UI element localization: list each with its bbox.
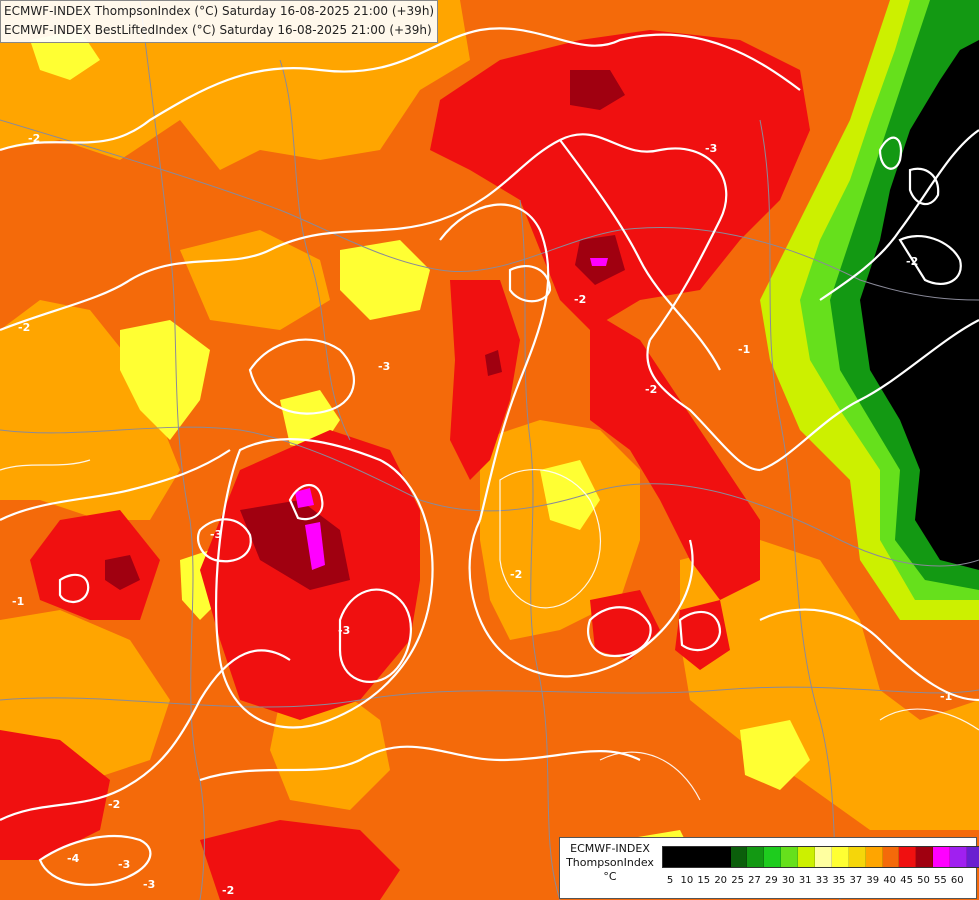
legend-labels: ECMWF-INDEX ThompsonIndex °C (560, 842, 660, 884)
legend-tick-label: 20 (714, 875, 728, 886)
contour-label: -2 (28, 132, 40, 145)
legend-tick-label: 30 (781, 875, 795, 886)
legend-tick-label: 5 (666, 875, 674, 886)
legend-tick-label: 31 (798, 875, 812, 886)
contour-label: -1 (940, 690, 952, 703)
legend-ticks: 5 10 15 20 25 27 29 30 31 33 35 37 39 40 45 50 55 60 (662, 875, 968, 889)
legend-model: ECMWF-INDEX (570, 842, 650, 855)
legend-tick-label: 40 (883, 875, 897, 886)
legend-unit: °C (603, 870, 617, 883)
map-title-bestlifted: ECMWF-INDEX BestLiftedIndex (°C) Saturda… (4, 23, 432, 37)
legend-tick-label: 29 (765, 875, 778, 886)
legend-swatch (950, 847, 968, 867)
east-black-zone (860, 40, 979, 570)
contour-label: -3 (143, 878, 155, 891)
contour-label: -2 (906, 255, 918, 268)
contour-lines (0, 27, 979, 886)
legend-swatch (781, 847, 799, 867)
legend-tick-label: 50 (917, 875, 930, 886)
legend-swatch (967, 847, 979, 867)
legend-swatch (798, 847, 816, 867)
contour-label: -2 (510, 568, 522, 581)
contour-label: -4 (67, 852, 80, 865)
legend-swatch (696, 847, 714, 867)
legend-tick-label: 55 (934, 875, 947, 886)
legend-tick-label: 37 (849, 875, 863, 886)
legend-tick-label: 33 (815, 875, 829, 886)
legend-swatch (679, 847, 697, 867)
contour-label: -3 (118, 858, 130, 871)
contour-label: -1 (738, 343, 750, 356)
contour-label: -2 (108, 798, 120, 811)
legend-tick-label: 15 (697, 875, 711, 886)
legend-swatch (747, 847, 765, 867)
contour-label: -3 (378, 360, 390, 373)
map-title-box: ECMWF-INDEX ThompsonIndex (°C) Saturday … (0, 0, 439, 43)
legend-swatch (882, 847, 900, 867)
legend-tick-label: 39 (866, 875, 880, 886)
contour-lines-thin (0, 459, 979, 801)
legend-swatch (865, 847, 883, 867)
legend-swatch (899, 847, 917, 867)
map-title-thompson: ECMWF-INDEX ThompsonIndex (°C) Saturday … (4, 4, 435, 18)
contour-label: -3 (705, 142, 717, 155)
contour-label: -3 (338, 624, 350, 637)
legend-swatch (730, 847, 748, 867)
color-legend: ECMWF-INDEX ThompsonIndex °C 5 10 15 20 25 27… (559, 837, 979, 899)
contour-label: -2 (222, 884, 234, 897)
legend-swatch (831, 847, 849, 867)
contour-label: -2 (574, 293, 586, 306)
legend-tick-label: 45 (900, 875, 913, 886)
legend-swatch (916, 847, 934, 867)
legend-parameter: ThompsonIndex (566, 856, 654, 869)
magenta-zone-fill (295, 258, 608, 570)
contour-label: -3 (210, 528, 222, 541)
legend-swatch (764, 847, 782, 867)
legend-tick-label: 25 (731, 875, 744, 886)
legend-swatches (662, 846, 979, 868)
legend-swatch (713, 847, 731, 867)
contour-label: -2 (18, 321, 30, 334)
legend-tick-label: 60 (950, 875, 964, 886)
contour-label-group: -2 -2 -2 -3 -3 -3 -2 -1 -2 -3 -2 -2 -1 -… (12, 132, 952, 897)
legend-swatch (848, 847, 866, 867)
legend-swatch (933, 847, 951, 867)
contour-label: -2 (645, 383, 657, 396)
legend-tick-label: 10 (680, 875, 694, 886)
legend-swatch (815, 847, 832, 867)
contour-label: -1 (12, 595, 24, 608)
legend-swatch (663, 847, 680, 867)
legend-tick-label: 27 (748, 875, 761, 886)
legend-tick-label: 35 (832, 875, 846, 886)
